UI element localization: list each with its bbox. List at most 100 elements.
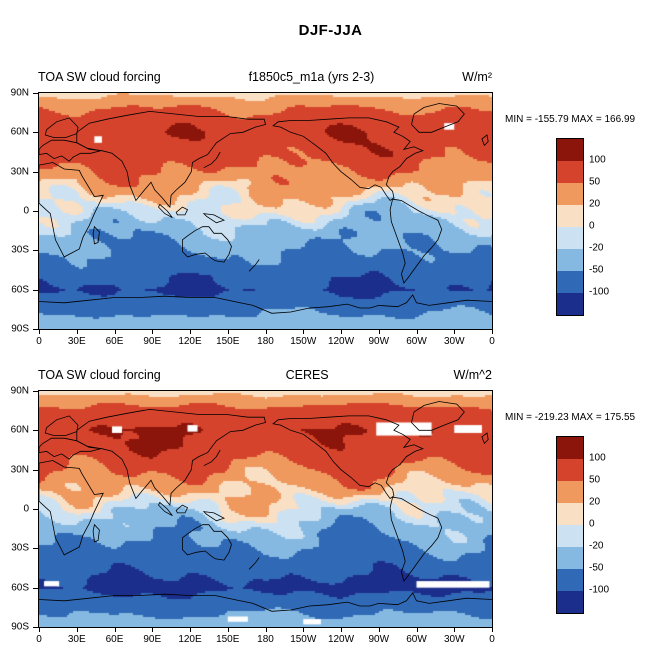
coastline-path	[481, 432, 489, 445]
lon-tick-label: 150W	[290, 634, 317, 645]
coastline-path	[175, 206, 189, 216]
coastline-path	[248, 557, 260, 570]
colorbar-segment	[557, 205, 583, 227]
case-label: f1850c5_m1a (yrs 2-3)	[248, 70, 375, 84]
coastline-path	[272, 415, 424, 500]
colorbar	[556, 436, 584, 614]
colorbar-labels: 100 50 20 0 -20 -50 -100	[589, 436, 635, 612]
lon-tick-label: 180	[257, 336, 274, 347]
lon-tick-mark	[265, 627, 267, 632]
colorbar-tick-label: 0	[589, 220, 595, 232]
lon-tick-label: 0	[489, 336, 495, 347]
coastline-path	[39, 460, 104, 556]
contour-map-canvas	[39, 93, 492, 329]
coastline-path	[39, 139, 101, 162]
coastline-path	[158, 501, 173, 516]
lon-tick-mark	[416, 627, 418, 632]
lon-tick-mark	[152, 627, 154, 632]
lon-tick-label: 30W	[443, 336, 465, 347]
coastline-path	[202, 213, 226, 224]
case-label: CERES	[285, 368, 329, 382]
colorbar-tick-label: -20	[589, 540, 604, 552]
lon-tick-label: 60E	[105, 336, 124, 347]
lon-tick-mark	[492, 329, 493, 334]
lat-tick-mark	[33, 93, 38, 94]
lon-tick-label: 60E	[105, 634, 124, 645]
colorbar-segment	[557, 591, 583, 613]
lon-tick-mark	[114, 627, 116, 632]
lon-tick-label: 150E	[216, 634, 240, 645]
figure-title: DJF-JJA	[298, 22, 363, 39]
colorbar-segment	[557, 271, 583, 293]
colorbar-segment	[557, 525, 583, 547]
panel-header: TOA SW cloud forcing f1850c5_m1a (yrs 2-…	[38, 70, 492, 84]
lat-tick-mark	[33, 132, 38, 134]
lon-tick-label: 0	[36, 634, 42, 645]
lon-tick-label: 0	[489, 634, 495, 645]
lon-tick-mark	[76, 329, 78, 334]
lon-tick-label: 60W	[406, 634, 427, 645]
map-frame	[38, 92, 493, 330]
colorbar-labels: 100 50 20 0 -20 -50 -100	[589, 138, 635, 314]
lon-tick-mark	[190, 627, 191, 632]
coastline-path	[158, 203, 173, 218]
lat-tick-mark	[33, 289, 38, 291]
colorbar-segment	[557, 161, 583, 183]
lat-tick-label: 30N	[10, 166, 29, 178]
lon-axis: 0 30E 60E 90E 120E 150E 180 150W 120W 90W 60W 30W 0	[36, 627, 495, 649]
lat-tick-label: 60S	[11, 284, 29, 296]
lon-tick-label: 150W	[290, 336, 317, 347]
lon-tick-label: 90W	[368, 634, 390, 645]
colorbar	[556, 138, 584, 316]
coastline-path	[389, 198, 443, 284]
lon-tick-mark	[114, 329, 116, 334]
minmax-label: MIN = -155.79 MAX = 166.99	[505, 114, 636, 125]
coastline-path	[92, 523, 100, 543]
coastline-path	[39, 162, 104, 258]
colorbar-tick-label: 0	[589, 518, 595, 530]
coastline-path	[389, 496, 443, 582]
colorbar-segment	[557, 139, 583, 161]
coastline-path	[76, 110, 266, 209]
colorbar-tick-label: -20	[589, 242, 604, 254]
lat-tick-mark	[33, 587, 38, 589]
coastline-path	[39, 437, 101, 460]
lon-tick-mark	[341, 329, 342, 334]
coastline-path	[182, 226, 232, 263]
lat-tick-mark	[33, 391, 38, 392]
lon-tick-mark	[227, 329, 229, 334]
lat-tick-mark	[33, 250, 38, 252]
lon-tick-mark	[341, 627, 342, 632]
colorbar-segment	[557, 459, 583, 481]
colorbar-tick-label: 20	[589, 198, 601, 210]
colorbar-segment	[557, 183, 583, 205]
lat-tick-label: 0	[23, 205, 29, 217]
lon-tick-mark	[378, 329, 380, 334]
variable-label: TOA SW cloud forcing	[38, 70, 161, 84]
lat-tick-mark	[33, 211, 38, 212]
coastline-path	[39, 592, 492, 612]
lat-axis: 90N 60N 30N 0 30S 60S 90S	[0, 88, 38, 335]
lon-tick-mark	[76, 627, 78, 632]
colorbar-tick-label: 50	[589, 176, 601, 188]
lon-tick-label: 30W	[443, 634, 465, 645]
panel-header: TOA SW cloud forcing CERES W/m^2	[38, 368, 492, 382]
minmax-label: MIN = -219.23 MAX = 175.55	[505, 412, 636, 423]
lat-tick-label: 90N	[10, 385, 29, 397]
lat-tick-label: 60N	[10, 126, 29, 138]
colorbar-tick-label: -50	[589, 562, 604, 574]
lon-tick-label: 120E	[178, 634, 202, 645]
coastline-path	[203, 151, 221, 169]
units-label: W/m²	[462, 70, 492, 84]
lat-tick-label: 90S	[11, 621, 29, 633]
lon-tick-label: 0	[36, 336, 42, 347]
colorbar-tick-label: -100	[589, 584, 610, 596]
colorbar-segment	[557, 227, 583, 249]
colorbar-tick-label: 100	[589, 154, 606, 166]
coastline-overlay	[39, 103, 492, 314]
lat-tick-label: 90S	[11, 323, 29, 335]
lon-tick-label: 90W	[368, 336, 390, 347]
lon-tick-label: 120E	[178, 336, 202, 347]
lat-tick-label: 30S	[11, 542, 29, 554]
coastline-path	[39, 294, 492, 314]
